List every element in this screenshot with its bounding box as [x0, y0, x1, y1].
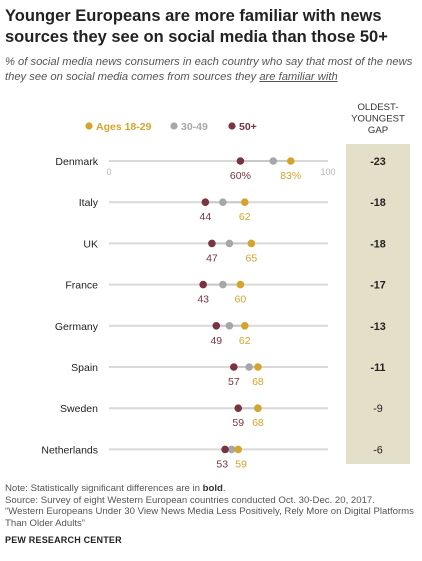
axis-tick-label: 0: [106, 167, 111, 177]
value-label-50plus: 59: [232, 417, 244, 429]
legend-label: 50+: [239, 121, 257, 133]
chart-subtitle: % of social media news consumers in each…: [5, 55, 417, 85]
subtitle-underlined: are familiar with: [259, 71, 338, 83]
note-text: Note: Statistically significant differen…: [5, 483, 203, 494]
value-label-50plus: 57: [228, 376, 240, 388]
country-label: UK: [83, 238, 98, 250]
gap-header-text: GAP: [368, 125, 388, 136]
country-label: France: [65, 280, 98, 292]
value-label-50plus: 49: [210, 335, 222, 347]
value-label-18-29: 65: [246, 252, 258, 264]
gap-value: -17: [370, 280, 386, 292]
legend-dot: [170, 122, 178, 130]
country-label: Germany: [55, 321, 99, 333]
data-point: [240, 322, 249, 330]
value-label-50plus: 53: [216, 458, 228, 470]
data-point: [212, 322, 221, 330]
data-point: [219, 198, 227, 206]
value-label-50plus: 60%: [230, 170, 251, 182]
gap-header-text: YOUNGEST: [351, 114, 405, 125]
data-point: [269, 157, 278, 165]
data-point: [199, 280, 207, 289]
country-label: Italy: [79, 197, 99, 209]
data-point: [254, 363, 262, 371]
legend-label: Ages 18-29: [96, 121, 152, 133]
value-label-18-29: 62: [239, 211, 251, 223]
data-point: [208, 239, 216, 248]
country-label: Netherlands: [41, 444, 98, 456]
value-label-18-29: 62: [239, 335, 251, 347]
value-label-18-29: 83%: [280, 170, 301, 182]
value-label-18-29: 60: [235, 294, 247, 306]
data-point: [236, 157, 245, 165]
chart-notes: Note: Statistically significant differen…: [5, 483, 420, 529]
gap-value: -13: [370, 321, 386, 333]
value-label-50plus: 47: [206, 252, 218, 264]
data-point: [225, 239, 234, 248]
data-point: [227, 445, 236, 454]
value-label-50plus: 43: [197, 294, 209, 306]
data-point: [234, 445, 243, 454]
legend-label: 30-49: [181, 121, 208, 133]
data-point: [247, 239, 256, 248]
gap-value: -11: [370, 362, 385, 374]
value-label-18-29: 68: [252, 417, 264, 429]
data-point: [286, 157, 295, 165]
gap-panel: [346, 144, 410, 464]
legend-dot: [85, 122, 93, 130]
value-label-18-29: 68: [252, 376, 264, 388]
data-point: [201, 198, 210, 206]
gap-header-text: OLDEST-: [357, 102, 398, 113]
data-point: [240, 198, 249, 206]
data-point: [219, 280, 227, 289]
value-label-50plus: 44: [200, 211, 212, 223]
note-end: .: [222, 483, 226, 494]
gap-value: -18: [370, 197, 386, 209]
data-point: [236, 280, 245, 289]
value-label-18-29: 59: [235, 458, 247, 470]
gap-value: -9: [373, 403, 383, 415]
report-line: “Western Europeans Under 30 View News Me…: [5, 506, 414, 529]
pew-credit: PEW RESEARCH CENTER: [5, 535, 122, 545]
data-point: [234, 404, 243, 413]
chart-title: Younger Europeans are more familiar with…: [5, 7, 388, 46]
country-label: Denmark: [55, 156, 98, 168]
gap-value: -6: [373, 444, 383, 456]
gap-value: -18: [370, 238, 386, 250]
legend-dot: [228, 122, 236, 130]
subtitle-text: % of social media news consumers in each…: [5, 56, 413, 83]
source-line: Source: Survey of eight Western European…: [5, 494, 375, 506]
data-point: [225, 322, 234, 330]
gap-value: -23: [370, 156, 386, 168]
note-line: Note: Statistically significant differen…: [5, 483, 420, 495]
data-point: [221, 445, 229, 454]
country-label: Sweden: [60, 403, 98, 415]
country-label: Spain: [71, 362, 98, 374]
data-point: [230, 363, 238, 371]
data-point: [245, 363, 253, 371]
data-point: [254, 404, 262, 413]
axis-tick-label: 100: [320, 167, 335, 177]
note-bold: bold: [202, 483, 223, 494]
